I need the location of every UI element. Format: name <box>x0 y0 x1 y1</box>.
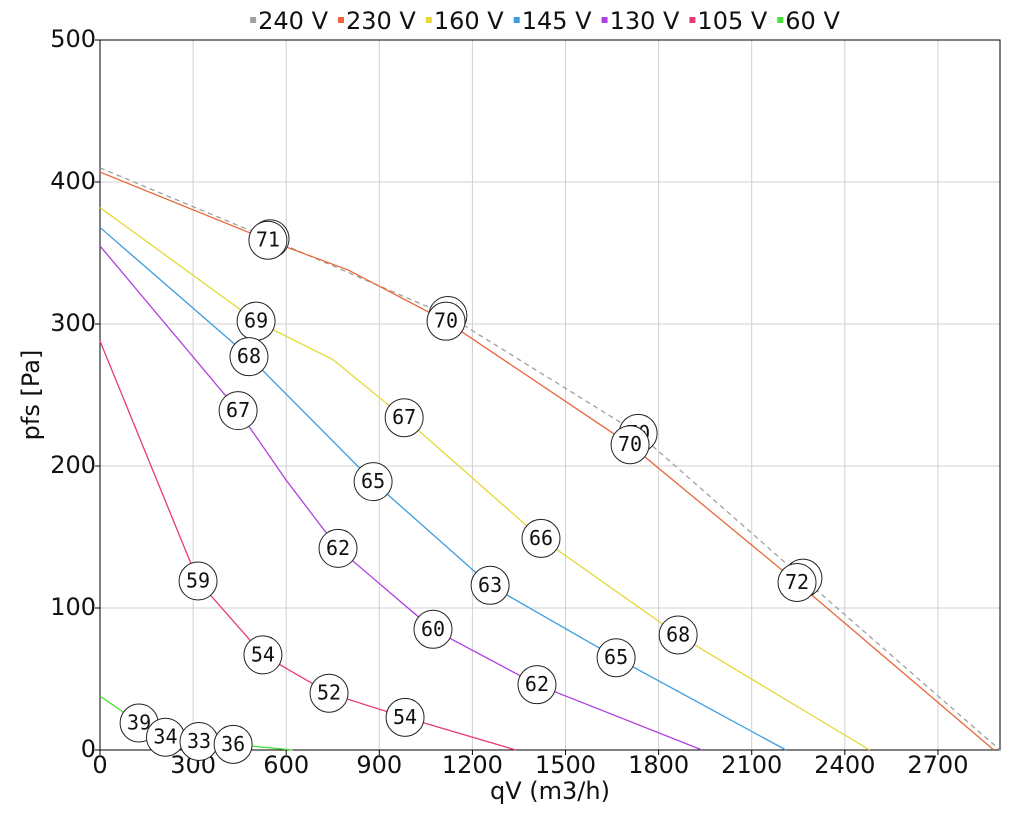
legend-label: 230 V <box>346 7 416 35</box>
series-line <box>99 167 1001 751</box>
level-label: 33 <box>187 729 211 753</box>
x-tick-label: 2700 <box>907 751 968 779</box>
x-tick-label: 1500 <box>535 751 596 779</box>
level-label: 69 <box>244 309 268 333</box>
legend-label: 105 V <box>697 7 767 35</box>
level-label: 67 <box>226 398 250 422</box>
legend-item: 230 V <box>337 7 416 35</box>
level-label: 70 <box>434 309 458 333</box>
level-marker <box>470 565 510 605</box>
x-axis-label: qV (m3/h) <box>490 777 610 805</box>
level-label: 68 <box>237 344 261 368</box>
level-marker <box>385 697 425 737</box>
level-label: 60 <box>421 617 445 641</box>
y-tick-label: 400 <box>50 167 96 195</box>
level-marker <box>610 425 650 465</box>
level-marker <box>178 561 218 601</box>
level-marker <box>517 665 557 705</box>
legend-item: 145 V <box>513 7 592 35</box>
level-label: 52 <box>317 681 341 705</box>
level-label: 39 <box>127 711 151 735</box>
legend-label: 145 V <box>522 7 592 35</box>
level-label: 65 <box>361 469 385 493</box>
level-label: 71 <box>256 228 280 252</box>
level-marker <box>353 462 393 502</box>
x-tick-label: 900 <box>356 751 402 779</box>
legend-item: 160 V <box>425 7 504 35</box>
level-label: 36 <box>221 732 245 756</box>
y-tick-label: 500 <box>50 25 96 53</box>
x-tick-label: 0 <box>92 751 107 779</box>
legend-item: 60 V <box>777 7 840 35</box>
x-tick-label: 2100 <box>721 751 782 779</box>
x-tick-label: 600 <box>263 751 309 779</box>
legend-label: 60 V <box>785 7 840 35</box>
level-label: 66 <box>529 526 553 550</box>
level-marker <box>426 301 466 341</box>
level-label: 59 <box>186 569 210 593</box>
y-axis-label: pfs [Pa] <box>17 350 45 441</box>
legend-swatch <box>689 17 696 23</box>
level-marker <box>658 615 698 655</box>
legend: 240 V 230 V 160 V 145 V 130 V 105 V 60 V <box>250 7 840 35</box>
legend-label: 160 V <box>434 7 504 35</box>
level-label: 62 <box>525 672 549 696</box>
x-tick-label: 1800 <box>628 751 689 779</box>
level-marker <box>413 609 453 649</box>
level-label: 70 <box>618 432 642 456</box>
level-label: 65 <box>604 645 628 669</box>
legend-item: 130 V <box>601 7 680 35</box>
level-marker <box>229 337 269 377</box>
level-label: 68 <box>666 622 690 646</box>
level-marker <box>596 638 636 678</box>
legend-label: 130 V <box>610 7 680 35</box>
level-marker <box>213 724 253 764</box>
legend-swatch <box>425 17 432 23</box>
level-marker <box>248 220 288 260</box>
level-marker <box>243 635 283 675</box>
level-marker <box>521 518 561 558</box>
legend-swatch <box>777 17 784 23</box>
x-tick-label: 2400 <box>814 751 875 779</box>
x-tick-label: 1200 <box>442 751 503 779</box>
legend-item: 240 V <box>250 7 329 35</box>
series-line <box>99 226 787 751</box>
level-marker <box>309 673 349 713</box>
y-tick-label: 200 <box>50 451 96 479</box>
legend-item: 105 V <box>689 7 768 35</box>
legend-swatch <box>337 17 344 23</box>
y-tick-label: 0 <box>81 735 96 763</box>
legend-label: 240 V <box>258 7 328 35</box>
level-label: 62 <box>326 536 350 560</box>
legend-swatch <box>601 17 608 23</box>
level-label: 67 <box>392 405 416 429</box>
level-marker <box>218 391 258 431</box>
legend-swatch <box>513 17 520 23</box>
level-label: 72 <box>785 570 809 594</box>
level-label: 54 <box>393 705 417 729</box>
legend-swatch <box>250 17 257 23</box>
level-label: 63 <box>478 573 502 597</box>
y-tick-label: 100 <box>50 593 96 621</box>
level-marker <box>384 398 424 438</box>
level-label: 34 <box>153 725 177 749</box>
level-marker <box>318 528 358 568</box>
level-marker <box>777 562 817 602</box>
y-tick-label: 300 <box>50 309 96 337</box>
plot-frame <box>99 39 1001 751</box>
level-label: 54 <box>251 642 275 666</box>
